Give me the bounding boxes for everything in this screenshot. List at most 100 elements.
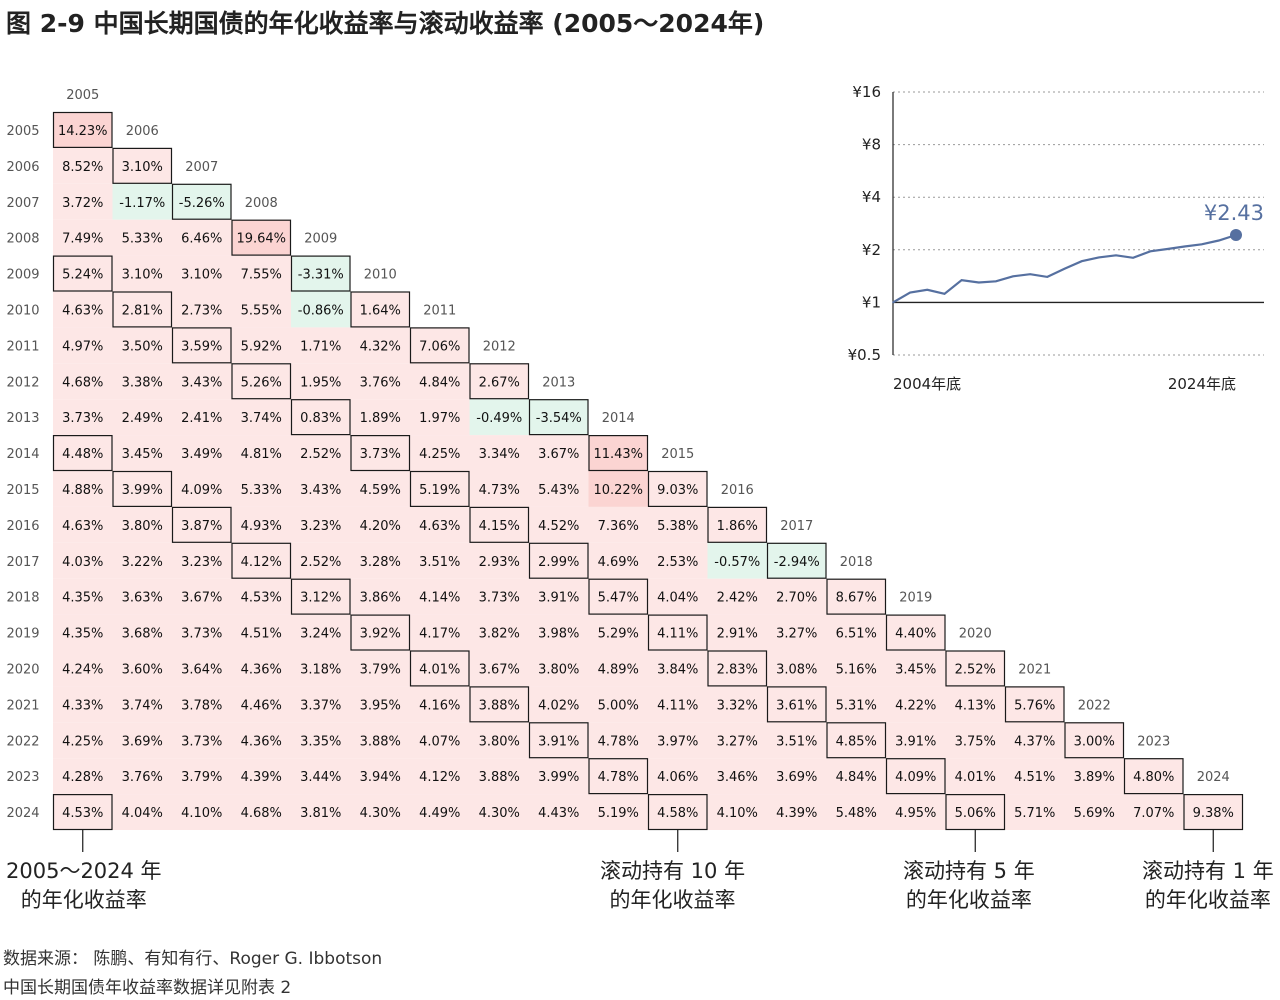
row-header-2007: 2007 [6, 196, 39, 211]
cell-border-2018-2018 [826, 578, 887, 615]
cell-2008-2008: 19.64% [236, 232, 286, 247]
cell-2019-2007: 3.73% [181, 627, 222, 642]
cell-2024-2005: 4.53% [62, 806, 103, 821]
cell-border-2023-2023 [1123, 758, 1184, 795]
cell-bg-2024-2023 [1124, 794, 1184, 830]
cell-border-2024-2020 [945, 793, 1006, 831]
row-header-2006: 2006 [6, 160, 39, 175]
inset-point-2014 [1063, 267, 1066, 270]
cell-bg-2024-2016 [707, 794, 767, 830]
cell-2020-2011: 4.01% [419, 662, 460, 677]
cell-2016-2012: 4.15% [479, 519, 520, 534]
cell-border-2014-2005 [52, 435, 113, 472]
cell-2010-2010: 1.64% [360, 303, 401, 318]
cell-bg-2024-2022 [1064, 794, 1124, 830]
cell-2015-2012: 4.73% [479, 483, 520, 498]
cell-2018-2013: 3.91% [538, 591, 579, 606]
cell-2006-2005: 8.52% [62, 160, 103, 175]
total-return-label-line1: 2005～2024 年 [6, 859, 162, 883]
cell-border-2010-2010 [350, 291, 411, 328]
cell-bg-2007-2006 [112, 183, 172, 220]
col-header-2024: 2024 [1197, 770, 1230, 785]
cell-bg-2020-2017 [767, 650, 827, 687]
cell-bg-2010-2007 [172, 291, 232, 328]
cell-2013-2006: 2.49% [122, 411, 163, 426]
cell-2023-2020: 4.01% [955, 770, 996, 785]
cell-bg-2018-2010 [350, 578, 410, 615]
cell-bg-2017-2012 [469, 542, 529, 579]
cell-2023-2008: 4.39% [241, 770, 282, 785]
cell-2014-2014: 11.43% [593, 447, 643, 462]
cell-border-2013-2013 [528, 399, 589, 436]
col-header-2013: 2013 [542, 375, 575, 390]
cell-bg-2021-2005 [53, 686, 113, 723]
data-source: 数据来源： 陈鹏、有知有行、Roger G. Ibbotson [3, 949, 383, 969]
cell-bg-2023-2008 [231, 758, 291, 795]
cell-2009-2009: -3.31% [298, 268, 344, 283]
cell-border-2011-2011 [409, 327, 470, 364]
cell-2016-2014: 7.36% [598, 519, 639, 534]
cell-2019-2019: 4.40% [895, 627, 936, 642]
cell-2024-2021: 5.71% [1014, 806, 1055, 821]
cell-2007-2006: -1.17% [119, 196, 165, 211]
cell-2018-2008: 4.53% [241, 591, 282, 606]
rolling-5y-label-line2: 的年化收益率 [905, 888, 1032, 912]
cell-bg-2020-2015 [648, 650, 708, 687]
cell-2011-2008: 5.92% [241, 339, 282, 354]
cell-bg-2020-2010 [350, 650, 410, 687]
cell-bg-2018-2008 [231, 578, 291, 615]
cell-border-2018-2014 [588, 578, 649, 615]
cell-2015-2009: 3.43% [300, 483, 341, 498]
cell-2019-2011: 4.17% [419, 627, 460, 642]
cell-2023-2015: 4.06% [657, 770, 698, 785]
cell-2016-2005: 4.63% [62, 519, 103, 534]
cell-bg-2012-2006 [112, 363, 172, 400]
cell-bg-2016-2005 [53, 506, 113, 543]
cell-2018-2018: 8.67% [836, 591, 877, 606]
cell-bg-2016-2006 [112, 506, 172, 543]
cell-2024-2019: 4.95% [895, 806, 936, 821]
col-header-2012: 2012 [483, 339, 516, 354]
inset-point-2007 [943, 292, 946, 295]
cell-2018-2016: 2.42% [717, 591, 758, 606]
cell-2014-2013: 3.67% [538, 447, 579, 462]
cell-bg-2019-2011 [410, 614, 470, 651]
cell-bg-2017-2015 [648, 542, 708, 579]
cell-2023-2013: 3.99% [538, 770, 579, 785]
cell-bg-2016-2013 [529, 506, 589, 543]
cell-border-2024-2005 [52, 793, 113, 831]
cell-2024-2008: 4.68% [241, 806, 282, 821]
row-header-2022: 2022 [6, 734, 39, 749]
row-header-2010: 2010 [6, 303, 39, 318]
cell-2017-2007: 3.23% [181, 555, 222, 570]
cell-bg-2022-2019 [886, 722, 946, 759]
cell-border-2020-2016 [707, 650, 768, 687]
col-header-2023: 2023 [1137, 734, 1170, 749]
cell-2017-2013: 2.99% [538, 555, 579, 570]
cell-2023-2022: 3.89% [1074, 770, 1115, 785]
cell-border-2020-2011 [409, 650, 470, 687]
cell-bg-2011-2008 [231, 327, 291, 364]
cell-bg-2023-2020 [945, 758, 1005, 795]
rolling-1y-label: 滚动持有 1 年 的年化收益率 [1142, 857, 1274, 915]
cell-2015-2005: 4.88% [62, 483, 103, 498]
cell-bg-2018-2006 [112, 578, 172, 615]
cell-2017-2015: 2.53% [657, 555, 698, 570]
cell-bg-2015-2013 [529, 471, 589, 507]
cell-2021-2005: 4.33% [62, 698, 103, 713]
cell-2012-2012: 2.67% [479, 375, 520, 390]
cell-bg-2022-2015 [648, 722, 708, 759]
cell-bg-2008-2006 [112, 219, 172, 256]
inset-point-2004年底 [892, 301, 894, 304]
row-header-2014: 2014 [6, 447, 39, 462]
total-return-label: 2005～2024 年 的年化收益率 [6, 857, 162, 915]
cell-2023-2012: 3.88% [479, 770, 520, 785]
inset-point-2015 [1080, 260, 1083, 263]
cell-2015-2008: 5.33% [241, 483, 282, 498]
cell-bg-2019-2010 [350, 614, 410, 651]
cell-bg-2015-2011 [410, 471, 470, 507]
cell-2020-2019: 3.45% [895, 662, 936, 677]
cell-2024-2017: 4.39% [776, 806, 817, 821]
cell-2011-2007: 3.59% [181, 339, 222, 354]
cell-2022-2006: 3.69% [122, 734, 163, 749]
